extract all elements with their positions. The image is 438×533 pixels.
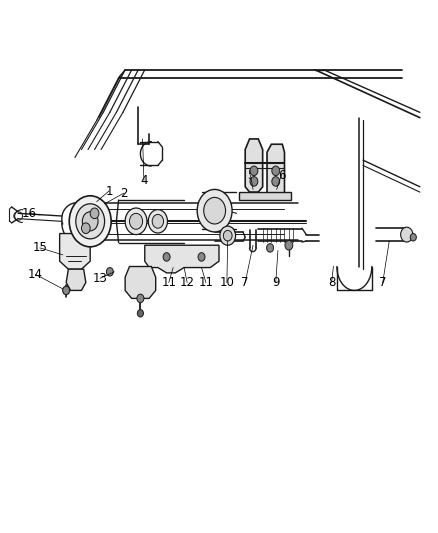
Circle shape [272, 176, 280, 186]
Polygon shape [125, 266, 155, 298]
Circle shape [148, 209, 167, 233]
Text: 7: 7 [241, 276, 249, 289]
Circle shape [163, 253, 170, 261]
Circle shape [223, 230, 232, 241]
Text: 7: 7 [379, 276, 386, 289]
Circle shape [130, 213, 143, 229]
Circle shape [152, 214, 163, 228]
Circle shape [125, 208, 147, 235]
Text: 5: 5 [247, 168, 254, 182]
Circle shape [198, 253, 205, 261]
Text: 13: 13 [93, 272, 108, 285]
Text: 14: 14 [28, 268, 43, 281]
Polygon shape [267, 144, 285, 198]
Text: 9: 9 [272, 276, 279, 289]
Polygon shape [239, 192, 291, 200]
Text: 1: 1 [105, 184, 113, 198]
Polygon shape [66, 269, 86, 290]
Text: 6: 6 [278, 168, 285, 182]
Circle shape [137, 294, 144, 303]
Circle shape [82, 212, 98, 231]
Circle shape [63, 286, 70, 295]
Circle shape [220, 226, 236, 245]
Text: 8: 8 [328, 276, 336, 289]
Circle shape [410, 233, 417, 241]
Text: 16: 16 [21, 207, 37, 220]
Text: 10: 10 [219, 276, 234, 289]
Circle shape [90, 208, 99, 219]
Circle shape [272, 166, 280, 175]
Text: 4: 4 [140, 174, 148, 187]
Circle shape [106, 268, 113, 276]
Polygon shape [245, 139, 263, 192]
Circle shape [285, 240, 293, 250]
Text: 12: 12 [180, 276, 194, 289]
Circle shape [204, 197, 226, 224]
Circle shape [401, 227, 413, 242]
Text: 15: 15 [32, 241, 47, 254]
Circle shape [69, 196, 111, 247]
Text: 2: 2 [120, 187, 127, 200]
Text: 11: 11 [161, 276, 176, 289]
Polygon shape [145, 245, 219, 273]
Circle shape [81, 223, 90, 233]
Polygon shape [60, 233, 90, 269]
Circle shape [197, 189, 232, 232]
Text: 11: 11 [198, 276, 213, 289]
Circle shape [250, 166, 258, 175]
Circle shape [267, 244, 274, 252]
Circle shape [138, 310, 144, 317]
Circle shape [250, 176, 258, 186]
Circle shape [76, 204, 105, 239]
